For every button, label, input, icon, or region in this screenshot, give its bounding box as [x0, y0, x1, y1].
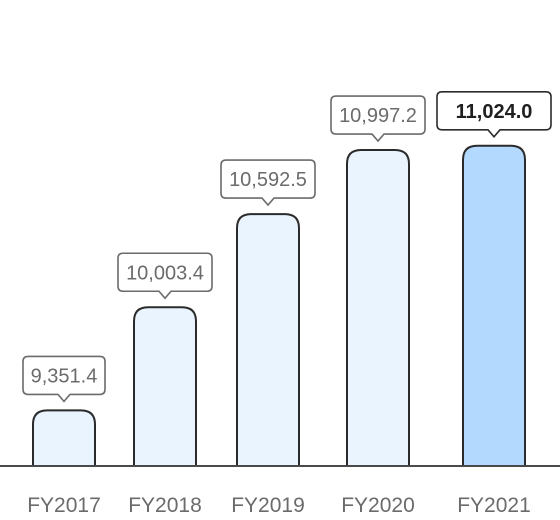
- bar-fy2018: [133, 306, 197, 467]
- bar-fy2021: [462, 144, 526, 467]
- data-label-fy2018: 10,003.4: [117, 252, 213, 300]
- bar-fy2019: [236, 213, 300, 467]
- bar-fy2020: [346, 149, 410, 467]
- x-tick-labels-layer: FY2017 FY2018 FY2019 FY2020 FY2021: [27, 494, 531, 517]
- bars-layer: [32, 144, 526, 467]
- x-tick-label: FY2020: [341, 494, 415, 517]
- data-label-fy2019: 10,592.5: [220, 159, 316, 207]
- data-label-fy2020: 10,997.2: [330, 95, 426, 143]
- x-tick-label: FY2019: [231, 494, 305, 517]
- bar-fy2017: [32, 409, 96, 467]
- x-tick-label: FY2021: [457, 494, 531, 517]
- x-tick-label: FY2017: [27, 494, 101, 517]
- data-label-fy2021: 11,024.0: [436, 91, 552, 139]
- data-label-text: 10,592.5: [229, 169, 307, 191]
- x-tick-label: FY2018: [128, 494, 202, 517]
- data-labels-layer: 9,351.4 10,003.4 10,592.5 10,997.2 11,024.0: [22, 91, 552, 403]
- data-label-text: 10,003.4: [126, 262, 204, 284]
- data-label-text: 11,024.0: [456, 101, 533, 123]
- data-label-fy2017: 9,351.4: [22, 355, 106, 403]
- data-label-text: 10,997.2: [339, 105, 417, 127]
- data-label-text: 9,351.4: [31, 365, 98, 387]
